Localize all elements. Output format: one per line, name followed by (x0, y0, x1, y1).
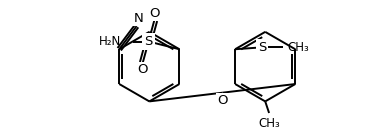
Text: O: O (217, 94, 228, 107)
Text: CH₃: CH₃ (287, 41, 309, 54)
Text: H₂N: H₂N (99, 35, 122, 48)
Text: S: S (144, 35, 153, 48)
Text: S: S (258, 41, 266, 54)
Text: O: O (138, 63, 148, 76)
Text: O: O (149, 7, 160, 20)
Text: CH₃: CH₃ (258, 117, 280, 130)
Text: N: N (134, 12, 143, 25)
